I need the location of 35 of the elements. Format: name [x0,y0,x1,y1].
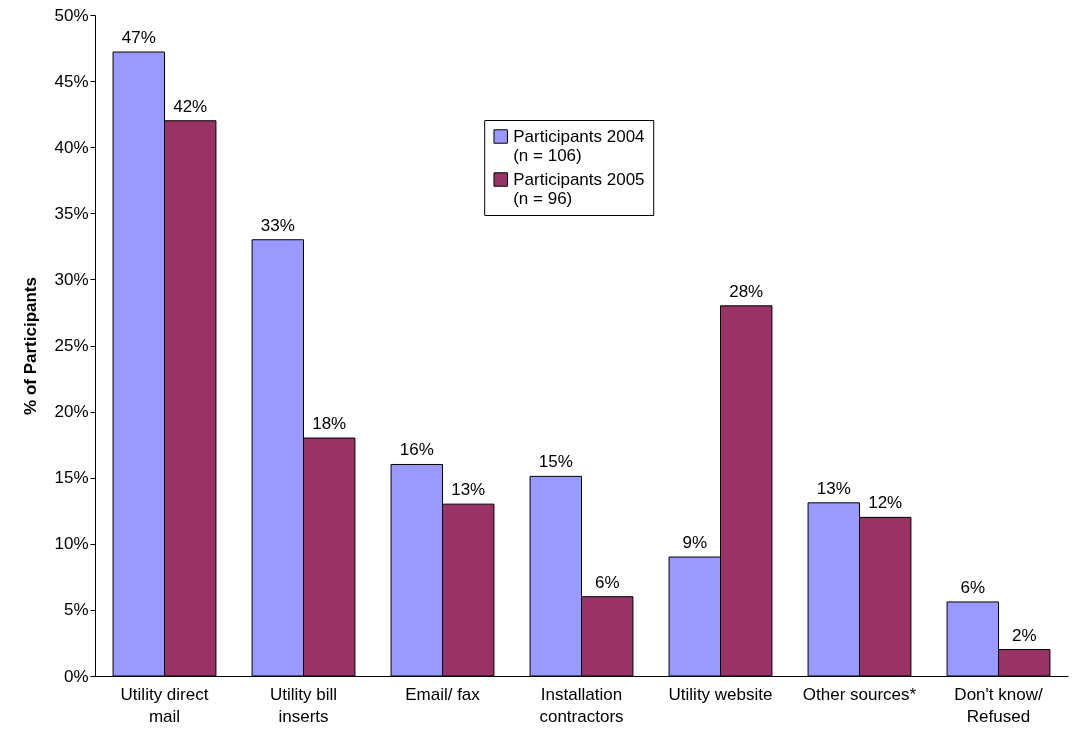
y-tick-label: 5% [63,600,89,620]
y-tick-label: 30% [54,269,89,289]
y-tick-label: 10% [54,534,89,554]
legend-label: Participants 2005 (n = 96) [513,169,645,208]
legend-label: Participants 2004 (n = 106) [513,126,645,165]
data-label: 18% [312,414,347,434]
x-tick-label: Utility website [668,684,773,704]
data-label: 13% [816,478,851,498]
data-label: 6% [594,572,620,592]
data-label: 15% [538,452,573,472]
x-tick-label: Email/ fax [405,684,481,704]
y-tick-label: 50% [54,5,89,25]
x-tick-label: Installation contractors [539,684,624,726]
data-label: 9% [682,533,708,553]
data-label: 42% [173,96,208,116]
data-label: 16% [399,440,434,460]
data-label: 2% [1011,625,1037,645]
y-tick-label: 0% [63,666,89,686]
data-label: 13% [451,480,486,500]
x-tick-label: Other sources* [802,684,917,704]
y-tick-label: 45% [54,71,89,91]
y-tick-label: 15% [54,468,89,488]
y-tick-label: 20% [54,402,89,422]
x-tick-label: Utility direct mail [120,684,209,726]
y-tick-label: 25% [54,336,89,355]
data-label: 12% [868,493,903,513]
data-label: 33% [260,215,295,235]
data-label: 47% [121,28,156,48]
y-axis-title: % of Participants [21,277,41,415]
data-label: 6% [960,577,986,597]
x-tick-label: Utility bill inserts [269,684,338,726]
y-tick-label: 40% [54,137,89,157]
x-tick-label: Don't know/ Refused [954,684,1043,726]
data-label: 28% [729,281,764,301]
y-tick-label: 35% [54,203,89,223]
